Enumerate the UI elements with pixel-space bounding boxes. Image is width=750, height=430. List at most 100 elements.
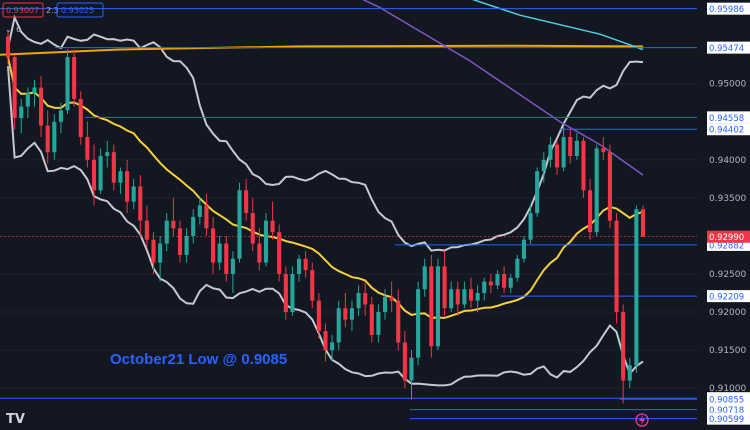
candle-body [105, 152, 110, 157]
candle-body [277, 232, 282, 274]
price-level-label: 0.92209 [709, 293, 744, 303]
price-tick-label: 0.94000 [709, 156, 746, 166]
candle-body [409, 357, 414, 381]
candle-body [32, 87, 37, 93]
candle-body [125, 171, 130, 202]
candle-body [283, 273, 288, 313]
candle-body [330, 342, 335, 351]
candle-body [574, 140, 579, 157]
bollinger-basis [7, 56, 644, 319]
price-level-label: 0.92882 [709, 241, 744, 251]
candle-body [158, 243, 163, 263]
ma-teal [471, 0, 644, 51]
svg-text:TV: TV [6, 412, 25, 427]
price-tick-label: 0.91500 [709, 346, 746, 356]
sell-button[interactable] [2, 2, 44, 18]
candle-body [204, 205, 209, 229]
price-axis[interactable]: 0.95000 0.94000 0.93500 0.92500 0.92000 0.915… [697, 0, 750, 430]
candle-body [184, 235, 189, 255]
candle-body [296, 258, 302, 274]
candle-body [422, 266, 427, 290]
candle-body [640, 209, 646, 237]
candle-body [131, 186, 136, 202]
price-tick-label: 0.93500 [709, 194, 746, 204]
candle-body [85, 136, 90, 160]
candle-body [495, 273, 500, 286]
candle-body [336, 308, 341, 343]
candle-body [535, 171, 540, 214]
candle-body [39, 87, 44, 126]
candle-body [316, 300, 321, 332]
candle-body [568, 136, 573, 157]
candlesticks [5, 30, 646, 404]
price-level-label-box [707, 290, 750, 303]
candle-body [376, 312, 381, 335]
candle-body [455, 289, 460, 305]
price-level-label: 0.94558 [709, 114, 744, 124]
candle-body [548, 144, 553, 160]
price-tick-label: 0.92000 [709, 308, 746, 318]
sell-price: 0.93007 [6, 6, 39, 15]
candle-body [197, 205, 202, 217]
candle-body [237, 190, 242, 259]
candle-body [581, 140, 586, 191]
candle-body [250, 213, 255, 244]
candle-body [502, 273, 507, 288]
price-level-label: 0.95474 [709, 44, 744, 54]
candle-body [588, 190, 593, 233]
candle-body [111, 152, 116, 183]
candle-body [382, 296, 388, 313]
candle-body [356, 293, 361, 309]
candle-body [191, 216, 196, 236]
candle-body [442, 266, 447, 309]
candle-body [621, 312, 626, 381]
candle-body [468, 289, 474, 301]
trade-panel[interactable]: 0.93007 2.3 0.93025 ⌄ 6 [2, 2, 104, 34]
candle-body [58, 110, 63, 122]
candle-body [290, 273, 295, 313]
candle-body [244, 190, 249, 214]
buy-button[interactable] [56, 2, 104, 18]
price-level-label-box [707, 123, 750, 136]
candle-body [369, 304, 374, 335]
chevron-down-icon[interactable]: ⌄ [5, 25, 12, 34]
candle-body [138, 186, 143, 221]
flash-icon[interactable] [635, 413, 649, 427]
current-price-label: 0.92990 [709, 233, 744, 243]
ma-orange [0, 44, 644, 56]
candle-body [303, 258, 308, 271]
candle-body [634, 209, 639, 366]
candle-body [65, 57, 70, 111]
price-level-label-box [707, 41, 750, 54]
indicator-count[interactable]: 6 [16, 25, 21, 34]
candle-body [52, 121, 57, 153]
candle-body [528, 213, 533, 240]
candle-body [98, 156, 103, 191]
candle-body [25, 92, 30, 107]
october21-low-annotation: October21 Low @ 0.9085 [110, 351, 287, 368]
candle-body [19, 106, 24, 118]
candle-body [263, 220, 269, 263]
tradingview-logo: TV [6, 412, 25, 427]
candle-body [217, 243, 222, 263]
candle-body [310, 270, 315, 301]
candle-body [475, 293, 480, 301]
price-level-label: 0.90599 [709, 415, 744, 425]
candle-body [363, 293, 368, 305]
price-level-label: 0.90855 [709, 396, 744, 406]
candle-body [416, 289, 421, 358]
price-level-label: 0.95986 [709, 5, 744, 15]
candle-body [257, 243, 262, 263]
price-level-labels: 0.95986 0.95474 0.94558 0.94402 0.92882 0.922… [707, 2, 750, 425]
candle-body [396, 300, 401, 343]
spread-value: 2.3 [46, 6, 59, 15]
candle-body [462, 289, 467, 305]
candle-body [614, 220, 619, 313]
candle-body [607, 152, 612, 221]
candle-body [323, 331, 328, 351]
price-level-lines[interactable] [0, 8, 697, 420]
price-level-label: 0.94402 [709, 126, 744, 136]
price-axis-background [697, 0, 750, 430]
candle-body [482, 281, 487, 294]
